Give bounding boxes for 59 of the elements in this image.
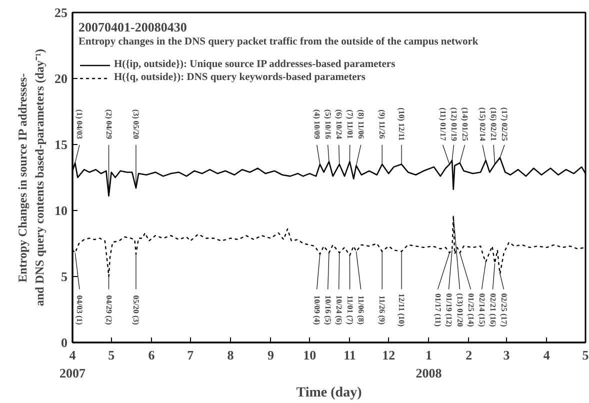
x-tick-label: 1 2008 xyxy=(416,348,442,380)
annotation: (3) 05/20 xyxy=(131,109,140,139)
x-tick-label: 7 xyxy=(187,348,194,362)
annotation: (14) 01/25 xyxy=(460,107,470,141)
annotation: 04/29 (2) xyxy=(104,295,114,326)
annotation: (4) 10/09 xyxy=(312,109,322,139)
x-tick-label: 4 2007 xyxy=(60,348,86,380)
x-tick-label: 12 xyxy=(382,348,396,362)
annotation: (11) 01/17 xyxy=(438,108,448,141)
x-axis-title: Time (day) xyxy=(296,386,362,400)
annotation: 01/17 (11) xyxy=(433,293,442,327)
text: 20070401-20080430 xyxy=(78,20,187,34)
annotation: (15) 02/14 xyxy=(478,107,488,141)
annotation: 10/09 (4) xyxy=(312,295,322,326)
annotation: (5) 10/16 xyxy=(323,109,332,139)
x-tick-label: 6 xyxy=(148,348,156,362)
annotation: (17) 02/25 xyxy=(500,107,510,141)
annotation: (13) 01/20 xyxy=(455,293,464,327)
x-tick-label: 5 xyxy=(582,348,589,362)
y-tick-label: 25 xyxy=(54,5,68,20)
annotation: 10/16 (5) xyxy=(323,295,332,326)
annotation: (6) 10/24 xyxy=(334,109,344,139)
y-tick-label: 15 xyxy=(54,137,68,152)
x-tick-label: 8 xyxy=(227,348,234,362)
y-tick-label: 0 xyxy=(61,335,68,350)
annotation: 05/20 (3) xyxy=(131,295,140,326)
annotation: (1) 04/03 xyxy=(75,109,84,139)
annotation: (8) 11/06 xyxy=(356,110,366,139)
annotation: (7) 11/01 xyxy=(345,110,354,139)
annotation: 12/11 (10) xyxy=(397,293,406,327)
annotation: 11/01 (7) xyxy=(345,295,354,325)
y-tick-label: 5 xyxy=(61,269,68,284)
annotation: (16) 02/21 xyxy=(489,107,498,141)
x-tick-label: 5 xyxy=(108,348,116,362)
annotation: 01/25 (14) xyxy=(466,293,476,328)
y-tick-label: 10 xyxy=(54,203,68,218)
annotation: (9) 11/26 xyxy=(378,110,387,139)
annotation: 01/19 (12) xyxy=(444,293,454,328)
annotation: 04/03 (1) xyxy=(75,295,84,326)
annotation: 02/25 (17) xyxy=(499,293,508,328)
annotation: 02/21 (16) xyxy=(488,293,498,328)
annotation: (12) 01/19 xyxy=(449,107,458,141)
annotation: (2) 04/29 xyxy=(104,109,114,139)
x-tick-label: 4 xyxy=(543,348,550,362)
x-tick-label: 9 xyxy=(267,348,274,362)
legend-label: H({ip, outside}): Unique source IP addresses-based parameters xyxy=(114,59,396,70)
x-tick-label: 10 xyxy=(303,348,316,362)
annotation: (10) 12/11 xyxy=(397,108,406,141)
x-tick-label: 11 xyxy=(344,348,356,362)
annotation: 11/06 (8) xyxy=(356,295,366,325)
text: Entropy changes in the DNS query packet traffic from the outside of the campus network xyxy=(78,36,478,48)
y-axis-title: Entropy Changes in source IP addresses- and DNS query contents based-parameters (day⁻¹) xyxy=(16,48,46,306)
y-tick-label: 20 xyxy=(54,71,68,86)
annotation: 02/14 (15) xyxy=(477,293,486,328)
annotation: 10/24 (6) xyxy=(334,295,344,326)
x-tick-label: 2 xyxy=(466,348,472,362)
x-tick-label: 3 xyxy=(503,348,510,362)
legend-label: H({q, outside}): DNS query keywords-based parameters xyxy=(114,72,366,83)
annotation: 11/26 (9) xyxy=(378,295,387,325)
